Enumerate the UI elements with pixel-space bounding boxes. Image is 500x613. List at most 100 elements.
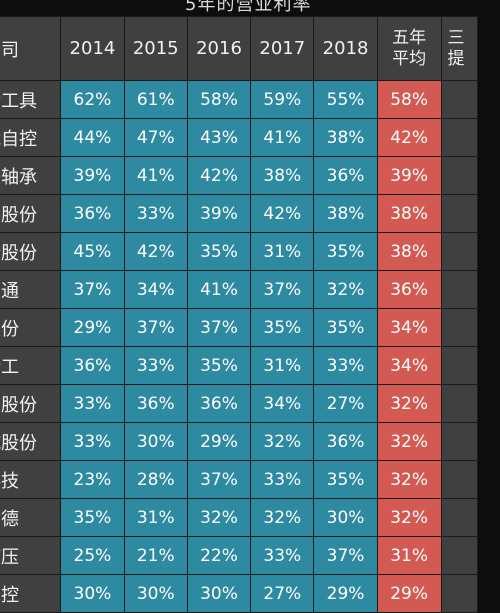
operating-margin-table: 公司 2014 2015 2016 2017 2018 五年 平均 三 提 金工… bbox=[0, 16, 479, 613]
table-row: 能自控44%47%43%41%38%42% bbox=[0, 118, 479, 157]
table-row: 诚股份33%30%29%32%36%32% bbox=[0, 422, 479, 461]
five-year-average-cell: 38% bbox=[376, 194, 442, 233]
extra-cell bbox=[440, 118, 479, 157]
margin-cell-2014: 37% bbox=[60, 270, 125, 309]
margin-cell-2017: 59% bbox=[250, 80, 315, 119]
margin-cell-2017: 33% bbox=[250, 460, 315, 499]
margin-cell-2015: 30% bbox=[123, 422, 188, 461]
margin-cell-2015: 30% bbox=[123, 574, 188, 613]
margin-cell-2014: 23% bbox=[60, 460, 125, 499]
table-row: 金工具62%61%58%59%55%58% bbox=[0, 80, 479, 119]
margin-cell-2018: 33% bbox=[313, 346, 378, 385]
margin-cell-2016: 37% bbox=[186, 308, 252, 347]
margin-cell-2015: 28% bbox=[123, 460, 188, 499]
margin-cell-2017: 32% bbox=[250, 422, 315, 461]
company-name-cell: 思股份 bbox=[0, 384, 62, 423]
margin-cell-2016: 42% bbox=[186, 156, 252, 195]
margin-cell-2014: 25% bbox=[60, 536, 125, 575]
margin-cell-2018: 37% bbox=[313, 536, 378, 575]
header-year-2014: 2014 bbox=[60, 16, 125, 81]
margin-cell-2016: 29% bbox=[186, 422, 252, 461]
margin-cell-2016: 35% bbox=[186, 232, 252, 271]
margin-cell-2018: 35% bbox=[313, 460, 378, 499]
margin-cell-2018: 32% bbox=[313, 270, 378, 309]
five-year-average-cell: 34% bbox=[376, 308, 442, 347]
five-year-average-cell: 32% bbox=[376, 498, 442, 537]
company-name-cell: 股份 bbox=[0, 308, 62, 347]
table-row: 装股份36%33%39%42%38%38% bbox=[0, 194, 479, 233]
margin-cell-2018: 35% bbox=[313, 308, 378, 347]
five-year-average-cell: 34% bbox=[376, 346, 442, 385]
extra-cell bbox=[440, 574, 479, 613]
margin-cell-2016: 58% bbox=[186, 80, 252, 119]
table-row: 思股份33%36%36%34%27%32% bbox=[0, 384, 479, 423]
table-row: 科技23%28%37%33%35%32% bbox=[0, 460, 479, 499]
margin-cell-2015: 21% bbox=[123, 536, 188, 575]
margin-cell-2016: 35% bbox=[186, 346, 252, 385]
five-year-average-cell: 31% bbox=[376, 536, 442, 575]
header-year-2015: 2015 bbox=[123, 16, 188, 81]
margin-cell-2018: 30% bbox=[313, 498, 378, 537]
company-name-cell: 精工 bbox=[0, 346, 62, 385]
margin-cell-2017: 37% bbox=[250, 270, 315, 309]
five-year-average-cell: 32% bbox=[376, 384, 442, 423]
margin-cell-2018: 36% bbox=[313, 422, 378, 461]
table-row: 股份29%37%37%35%35%34% bbox=[0, 308, 479, 347]
header-year-2018: 2018 bbox=[313, 16, 378, 81]
company-name-cell: 智控 bbox=[0, 574, 62, 613]
extra-cell bbox=[440, 80, 479, 119]
margin-cell-2017: 34% bbox=[250, 384, 315, 423]
five-year-average-cell: 32% bbox=[376, 460, 442, 499]
margin-cell-2016: 37% bbox=[186, 460, 252, 499]
table-row: 铁轴承39%41%42%38%36%39% bbox=[0, 156, 479, 195]
margin-cell-2018: 38% bbox=[313, 118, 378, 157]
company-name-cell: 装股份 bbox=[0, 194, 62, 233]
company-name-cell: 力德 bbox=[0, 498, 62, 537]
header-five-year-average: 五年 平均 bbox=[376, 16, 442, 81]
margin-cell-2014: 33% bbox=[60, 422, 125, 461]
header-avg-line2: 平均 bbox=[392, 48, 427, 69]
company-name-cell: 科技 bbox=[0, 460, 62, 499]
extra-cell bbox=[440, 422, 479, 461]
margin-cell-2017: 31% bbox=[250, 232, 315, 271]
margin-cell-2017: 35% bbox=[250, 308, 315, 347]
five-year-average-cell: 36% bbox=[376, 270, 442, 309]
table-row: 力德35%31%32%32%30%32% bbox=[0, 498, 479, 537]
header-company: 公司 bbox=[0, 16, 62, 81]
margin-cell-2015: 41% bbox=[123, 156, 188, 195]
table-row: 液压25%21%22%33%37%31% bbox=[0, 536, 479, 575]
table-row: 神通37%34%41%37%32%36% bbox=[0, 270, 479, 309]
margin-cell-2017: 31% bbox=[250, 346, 315, 385]
margin-cell-2015: 47% bbox=[123, 118, 188, 157]
table-row: 精工36%33%35%31%33%34% bbox=[0, 346, 479, 385]
margin-cell-2017: 33% bbox=[250, 536, 315, 575]
margin-cell-2018: 55% bbox=[313, 80, 378, 119]
margin-cell-2016: 36% bbox=[186, 384, 252, 423]
margin-cell-2017: 41% bbox=[250, 118, 315, 157]
table-title: 5年的营业利率 bbox=[0, 0, 500, 16]
five-year-average-cell: 32% bbox=[376, 422, 442, 461]
extra-cell bbox=[440, 232, 479, 271]
margin-cell-2015: 61% bbox=[123, 80, 188, 119]
extra-cell bbox=[440, 156, 479, 195]
margin-cell-2018: 38% bbox=[313, 194, 378, 233]
margin-cell-2018: 29% bbox=[313, 574, 378, 613]
company-name-cell: 瑞股份 bbox=[0, 232, 62, 271]
header-year-2017: 2017 bbox=[250, 16, 315, 81]
margin-cell-2014: 44% bbox=[60, 118, 125, 157]
margin-cell-2014: 30% bbox=[60, 574, 125, 613]
margin-cell-2015: 36% bbox=[123, 384, 188, 423]
extra-cell bbox=[440, 346, 479, 385]
company-name-cell: 铁轴承 bbox=[0, 156, 62, 195]
margin-cell-2017: 32% bbox=[250, 498, 315, 537]
header-avg-line1: 五年 bbox=[392, 27, 427, 48]
margin-cell-2016: 43% bbox=[186, 118, 252, 157]
margin-cell-2015: 33% bbox=[123, 346, 188, 385]
margin-cell-2018: 27% bbox=[313, 384, 378, 423]
margin-cell-2018: 35% bbox=[313, 232, 378, 271]
margin-cell-2014: 62% bbox=[60, 80, 125, 119]
extra-cell bbox=[440, 460, 479, 499]
header-year-2016: 2016 bbox=[186, 16, 252, 81]
header-extra-line1: 三 bbox=[447, 27, 465, 48]
header-row: 公司 2014 2015 2016 2017 2018 五年 平均 三 提 bbox=[0, 16, 479, 81]
